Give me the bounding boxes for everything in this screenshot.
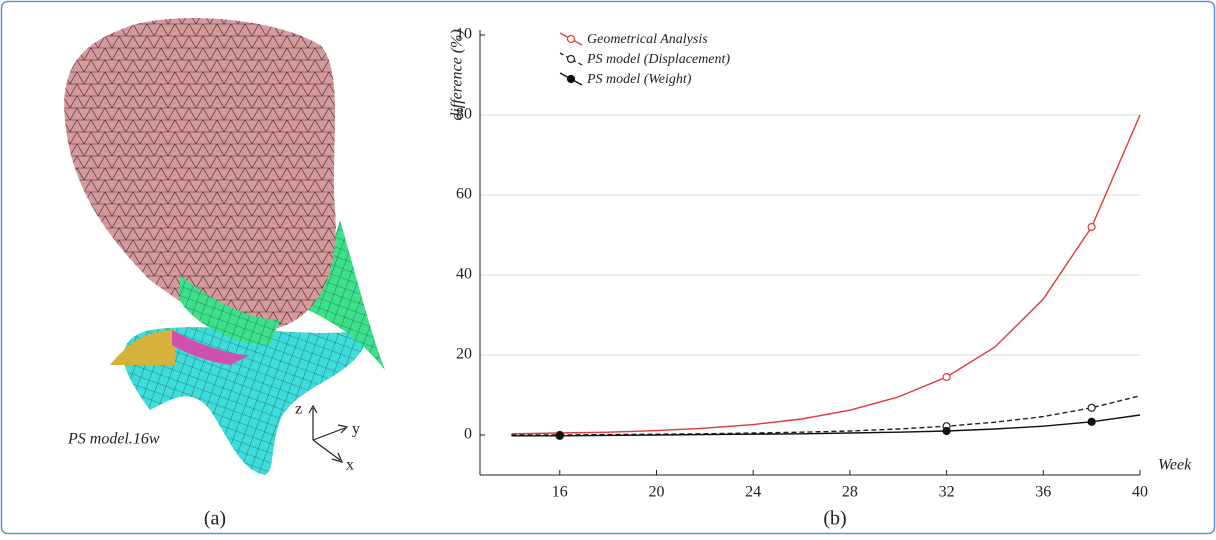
y-axis-label: difference (%) (449, 29, 466, 120)
panel-label: (a) (204, 508, 226, 530)
x-tick-label: 32 (939, 484, 955, 501)
x-tick-label: 40 (1132, 484, 1148, 501)
x-tick-label: 36 (1035, 484, 1051, 501)
x-tick-label: 16 (552, 484, 568, 501)
axis-name: x (346, 457, 354, 474)
data-point (555, 431, 564, 440)
series-line (511, 114, 1141, 435)
y-tick-label: 40 (456, 266, 472, 283)
y-tick-label: 60 (456, 186, 472, 203)
y-tick-label: 0 (464, 426, 472, 443)
mesh-model (64, 18, 385, 475)
x-tick-label: 20 (648, 484, 664, 501)
panel-label: (b) (823, 508, 846, 530)
data-point (1087, 403, 1096, 412)
legend-label: PS model (Displacement) (586, 52, 730, 67)
y-tick-label: 20 (456, 346, 472, 363)
y-tick-label: 80 (456, 106, 472, 123)
legend-marker (566, 74, 576, 84)
axis-name: y (352, 421, 360, 438)
legend-label: PS model (Weight) (586, 72, 692, 87)
legend-marker (566, 54, 576, 64)
model-caption: PS model.16w (67, 431, 160, 448)
series-line (511, 414, 1141, 437)
x-tick-label: 24 (745, 484, 761, 501)
series-line (511, 395, 1141, 436)
legend-label: Geometrical Analysis (587, 32, 708, 47)
data-point (942, 426, 951, 436)
x-tick-label: 28 (842, 484, 858, 501)
axis-name: z (295, 401, 302, 418)
y-tick-label: 10 (456, 26, 472, 43)
data-point (942, 372, 951, 382)
data-point (1087, 222, 1096, 232)
legend-marker (566, 34, 576, 44)
data-point (1087, 417, 1096, 426)
x-axis-label: Week (1158, 457, 1192, 474)
